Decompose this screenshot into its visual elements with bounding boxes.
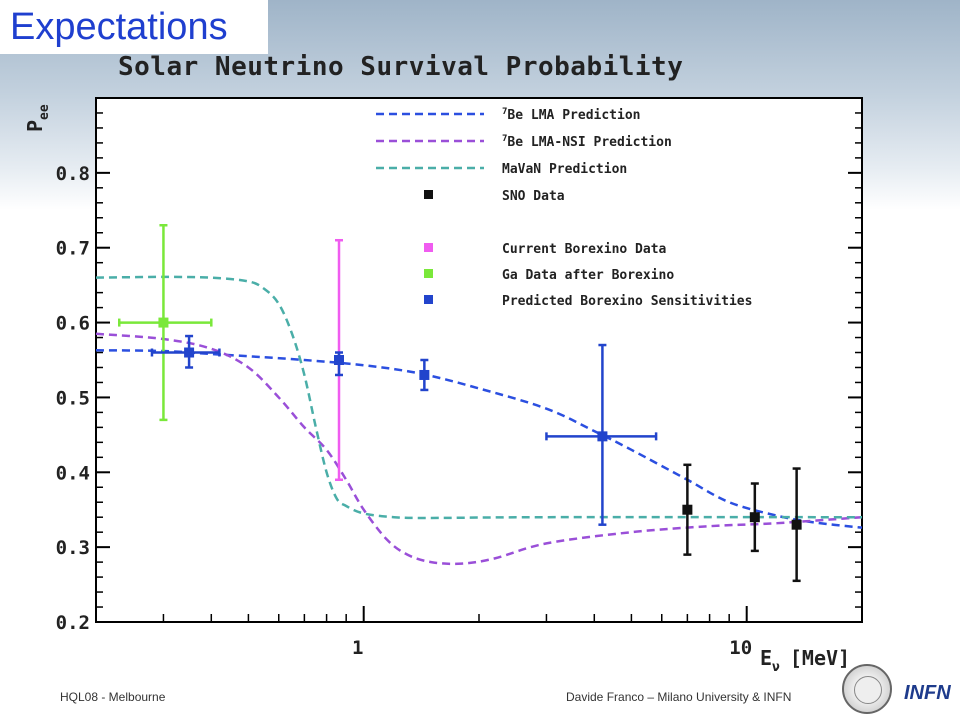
series-curve [95,275,863,520]
data-point [682,463,693,556]
data-point [749,482,760,553]
x-axis-label-sub: ν [772,660,780,675]
legend-entry: MaVaN Prediction [376,162,627,177]
data-marker [334,355,345,365]
legend-label: Current Borexino Data [502,242,667,257]
data-point [150,334,221,369]
data-point [419,358,430,392]
data-point [117,224,213,422]
data-marker [749,512,760,523]
legend-entry: Predicted Borexino Sensitivities [424,294,752,309]
y-axis-label-sub: ee [37,104,52,120]
legend-entry: 7Be LMA Prediction [376,107,640,123]
legend-label-sup: 7 [502,107,507,117]
x-tick-label: 10 [729,637,752,659]
legend-marker-swatch [424,269,433,278]
university-seal-icon [842,664,892,714]
x-axis-label-main: E [760,646,772,670]
legend-label: SNO Data [502,189,565,204]
legend-marker-swatch [424,295,433,304]
legend-label: MaVaN Prediction [502,162,627,177]
legend-label-text: Be LMA Prediction [507,108,640,123]
y-axis-label-main: P [23,120,47,132]
footer-left: HQL08 - Melbourne [60,690,166,704]
legend-label: 7Be LMA Prediction [502,107,640,123]
infn-logo: INFN [904,682,951,704]
data-marker [158,317,169,328]
data-marker [184,347,195,358]
data-marker [791,519,802,530]
series-curve [95,332,863,566]
y-axis-label: Pee [23,104,52,132]
legend-entry: SNO Data [424,189,565,204]
legend-label: 7Be LMA-NSI Prediction [502,134,672,150]
data-marker [597,431,608,442]
y-tick-label: 0.4 [56,462,90,484]
plot-area [95,97,863,623]
chart-title: Solar Neutrino Survival Probability [118,52,684,82]
x-tick-label: 1 [352,637,363,659]
x-axis-label: Eν [MeV] [760,646,850,675]
data-marker [419,369,430,380]
legend-label: Ga Data after Borexino [502,268,674,283]
y-tick-label: 0.6 [56,313,90,335]
data-point [334,351,345,377]
slide-title: Expectations [0,0,268,54]
y-tick-label: 0.7 [56,238,90,260]
legend-label-sup: 7 [502,134,507,144]
legend-entry: Current Borexino Data [424,242,667,257]
legend-entry: 7Be LMA-NSI Prediction [376,134,672,150]
legend-marker-swatch [424,243,433,252]
data-marker [682,504,693,515]
legend-label-text: Be LMA-NSI Prediction [507,135,671,150]
y-tick-label: 0.5 [56,387,90,409]
y-tick-label: 0.2 [56,612,90,634]
legend-label: Predicted Borexino Sensitivities [502,294,752,309]
x-axis-label-unit: [MeV] [790,646,850,670]
y-tick-label: 0.3 [56,537,90,559]
chart: 0.20.30.40.50.60.70.81 10 7Be LMA Predict… [23,97,863,675]
data-point [791,467,802,583]
legend-entry: Ga Data after Borexino [424,268,674,283]
y-tick-label: 0.8 [56,163,90,185]
footer-right: Davide Franco – Milano University & INFN [566,690,792,704]
legend-marker-swatch [424,190,433,199]
data-point [545,343,658,526]
